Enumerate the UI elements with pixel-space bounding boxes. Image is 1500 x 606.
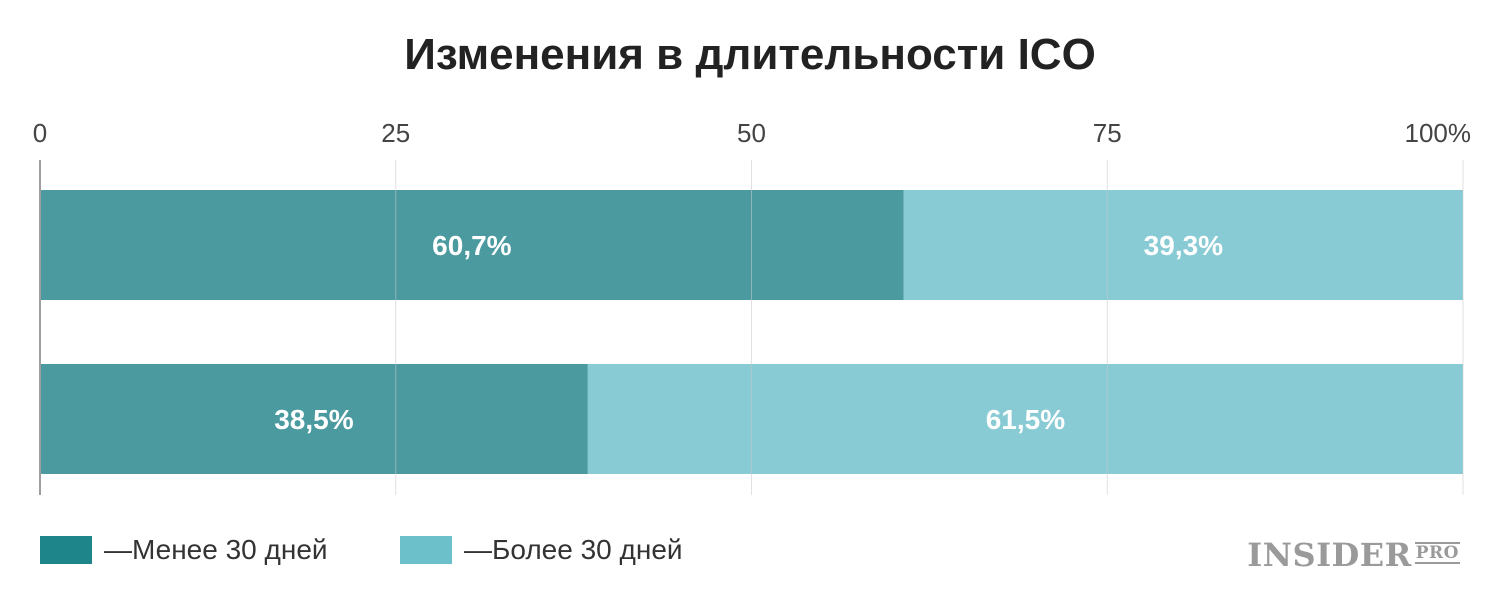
bar-segment-1-2 [903, 190, 1463, 300]
logo-main-text: INSIDER [1247, 536, 1412, 574]
legend-swatch-more-30 [400, 536, 452, 564]
legend-swatch-less-30 [40, 536, 92, 564]
x-tick-label-1: 25 [381, 118, 410, 148]
bar-label-1-2: 39,3% [1144, 230, 1223, 261]
x-tick-label-2: 50 [737, 118, 766, 148]
x-tick-label-4: 100% [1405, 118, 1472, 148]
bar-segment-2-1 [40, 364, 588, 474]
legend-item-more-30: —Более 30 дней [400, 534, 683, 566]
legend-item-less-30: —Менее 30 дней [40, 534, 328, 566]
insider-pro-logo: INSIDER PRO [1247, 536, 1460, 574]
legend-label-more-30: —Более 30 дней [464, 534, 683, 565]
bar-label-2-2: 61,5% [986, 404, 1065, 435]
bar-segment-2-2 [587, 364, 1463, 474]
chart-title: Изменения в длительности ICO [404, 30, 1096, 79]
x-tick-label-0: 0 [33, 118, 47, 148]
bar-label-1-1: 60,7% [432, 230, 511, 261]
bar-segment-1-1 [40, 190, 904, 300]
bar-label-2-1: 38,5% [274, 404, 353, 435]
legend-label-less-30: —Менее 30 дней [104, 534, 328, 565]
x-tick-label-3: 75 [1093, 118, 1122, 148]
logo-pro-text: PRO [1414, 542, 1460, 564]
